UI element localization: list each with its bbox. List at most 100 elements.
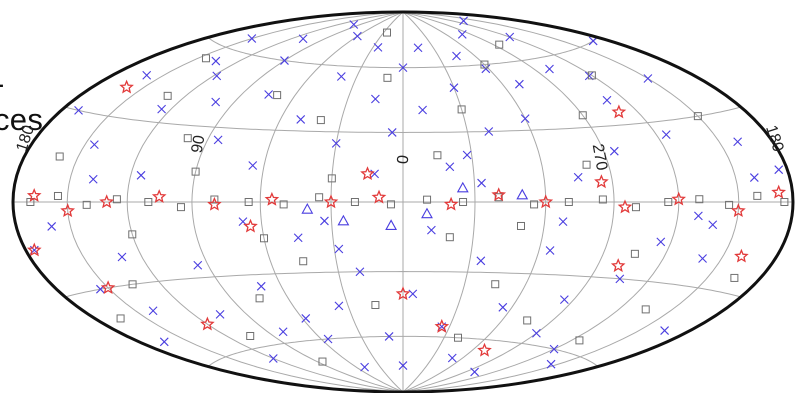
longitude-line [402, 11, 615, 393]
cross-marker [693, 211, 703, 221]
square-marker [598, 195, 607, 204]
square-marker [630, 249, 639, 258]
cross-marker [320, 216, 329, 226]
cross-marker [331, 138, 341, 148]
caption-line-1: - [0, 66, 43, 102]
square-marker [516, 221, 525, 230]
square-marker [246, 331, 255, 340]
cross-marker [733, 137, 743, 147]
cross-marker [418, 105, 427, 115]
cross-marker [708, 220, 718, 230]
square-marker [695, 195, 704, 204]
longitude-line [66, 11, 404, 393]
caption-line-2: ces [0, 102, 44, 137]
cross-marker [573, 172, 583, 182]
longitude-line [259, 11, 404, 393]
longitude-line [330, 11, 404, 393]
cross-marker [398, 63, 408, 73]
square-marker [725, 200, 734, 209]
square-marker [315, 193, 324, 202]
cross-marker [549, 344, 559, 354]
cross-marker [117, 252, 127, 262]
square-marker [316, 116, 325, 125]
cross-marker [278, 327, 288, 337]
star-marker [264, 191, 280, 206]
cross-marker [427, 225, 436, 235]
cross-marker [213, 135, 223, 145]
square-marker [575, 336, 584, 345]
cross-marker [298, 34, 308, 44]
data-marks [26, 16, 789, 377]
cross-marker [301, 314, 311, 323]
square-marker [386, 200, 395, 209]
square-marker [423, 195, 432, 204]
cross-marker [136, 170, 146, 180]
star-marker [730, 203, 746, 218]
cross-marker [520, 114, 530, 124]
square-marker [201, 54, 210, 63]
cross-marker [355, 267, 365, 277]
square-marker [82, 200, 91, 209]
cross-marker [264, 90, 274, 99]
cross-marker [371, 94, 380, 104]
square-marker [371, 301, 380, 310]
square-marker [780, 198, 789, 206]
square-marker [53, 191, 62, 200]
cross-marker [212, 71, 222, 81]
star-marker [200, 316, 215, 331]
square-marker [144, 198, 153, 206]
square-marker [491, 280, 500, 289]
cross-marker [74, 106, 83, 115]
square-marker [350, 198, 359, 206]
cross-marker [459, 16, 468, 26]
longitude-line [402, 11, 740, 393]
square-marker [495, 40, 504, 49]
cross-marker [602, 95, 612, 105]
cross-marker [211, 97, 221, 107]
star-marker [371, 189, 387, 204]
longitude-tick-label: 180 [14, 123, 38, 154]
cross-marker [615, 274, 625, 284]
cross-marker [47, 222, 57, 231]
cross-marker [370, 169, 379, 179]
triangle-marker [456, 181, 469, 193]
cross-marker [449, 83, 459, 93]
cross-marker [470, 367, 479, 377]
triangle-marker [337, 214, 350, 226]
cross-marker [546, 359, 556, 369]
square-marker [255, 294, 264, 303]
cross-marker [476, 256, 486, 266]
cross-marker [661, 130, 671, 139]
cross-marker [559, 295, 569, 305]
cross-marker [334, 244, 344, 254]
longitude-tick-label: 180 [762, 123, 786, 154]
cross-marker [248, 161, 258, 170]
square-marker [457, 105, 466, 114]
cross-marker [445, 162, 455, 172]
cross-marker [157, 104, 167, 114]
cross-marker [413, 43, 423, 53]
star-marker [151, 189, 167, 203]
cross-marker [643, 74, 653, 83]
star-marker [395, 286, 411, 301]
longitude-tick-labels: 180 90 0 270 180 [14, 123, 787, 172]
star-marker [734, 248, 749, 263]
cross-marker [545, 246, 555, 255]
square-marker [753, 191, 762, 200]
cross-marker [532, 328, 541, 338]
cross-marker [349, 20, 359, 29]
cross-marker [88, 174, 98, 184]
square-marker [318, 357, 327, 366]
cross-marker [247, 34, 257, 43]
longitude-line [402, 11, 476, 393]
cross-marker [408, 289, 418, 299]
cross-marker [352, 31, 362, 41]
square-marker [299, 257, 308, 266]
square-marker [454, 333, 463, 342]
star-marker [99, 194, 115, 209]
square-marker [587, 71, 596, 80]
star-marker [434, 318, 450, 333]
cross-marker [211, 56, 221, 66]
cross-marker [660, 326, 669, 335]
